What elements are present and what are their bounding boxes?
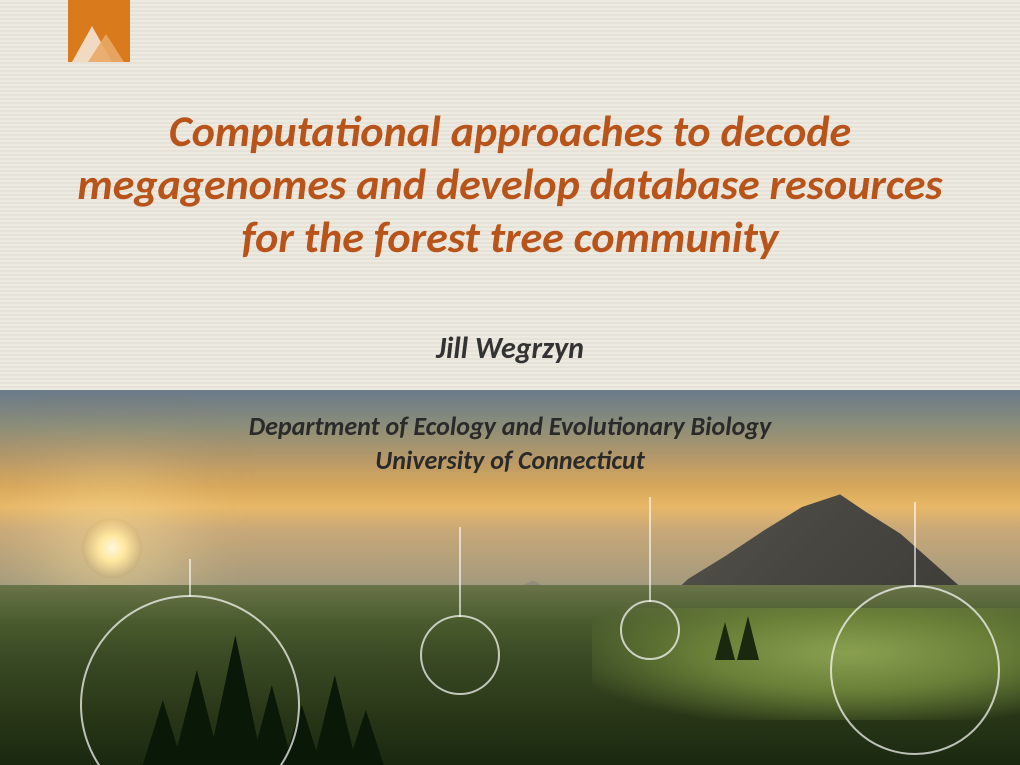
- logo-icon: [68, 0, 130, 62]
- trees-right: [715, 615, 765, 660]
- author-name: Jill Wegrzyn: [0, 330, 1020, 367]
- affiliation-univ: University of Connecticut: [0, 444, 1020, 478]
- affiliation-dept: Department of Ecology and Evolutionary B…: [249, 410, 772, 442]
- affiliation: Department of Ecology and Evolutionary B…: [0, 410, 1020, 478]
- focus-circle: [420, 615, 500, 695]
- focus-circle: [620, 600, 680, 660]
- slide-title: Computational approaches to decode megag…: [60, 105, 960, 263]
- top-section: Computational approaches to decode megag…: [0, 0, 1020, 390]
- focus-circle: [830, 585, 1000, 755]
